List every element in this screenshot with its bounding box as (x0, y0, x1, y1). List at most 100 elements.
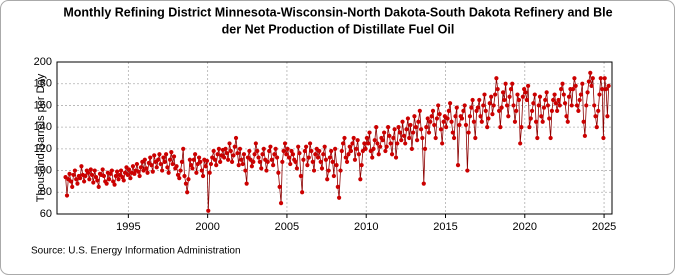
data-point (306, 155, 311, 160)
data-point (522, 87, 527, 92)
x-tick-label: 2010 (354, 221, 378, 233)
data-point (313, 152, 318, 157)
data-point (520, 94, 525, 99)
data-point (271, 163, 276, 168)
data-point (171, 154, 177, 159)
data-point (445, 116, 450, 121)
data-point (347, 144, 352, 149)
data-point (399, 138, 404, 143)
data-point (82, 179, 87, 184)
data-point (189, 163, 194, 168)
data-point (462, 103, 467, 108)
data-point (558, 87, 564, 92)
data-point (483, 108, 488, 113)
data-point (114, 169, 120, 174)
data-point (224, 151, 229, 156)
data-point (284, 152, 289, 157)
data-point (570, 87, 576, 92)
data-point (191, 157, 196, 162)
data-point (508, 87, 514, 92)
data-point (519, 125, 524, 130)
data-point (138, 165, 143, 170)
data-point (429, 114, 434, 119)
data-point (470, 97, 475, 103)
data-point (307, 141, 313, 146)
data-point (430, 108, 436, 113)
data-point (149, 163, 154, 168)
data-point (79, 164, 84, 169)
source-note: Source: U.S. Energy Information Administ… (31, 246, 241, 257)
data-point (606, 83, 611, 88)
data-point (593, 114, 598, 119)
data-point (269, 157, 274, 162)
data-point (499, 105, 504, 110)
data-point (467, 114, 473, 119)
data-point (540, 119, 545, 124)
data-point (403, 141, 408, 146)
x-tick-label: 2015 (433, 221, 457, 233)
data-point (145, 170, 150, 175)
data-point (231, 153, 236, 158)
data-point (343, 155, 348, 160)
data-point (437, 112, 442, 117)
data-point (310, 159, 315, 164)
data-point (581, 119, 586, 124)
data-point (233, 135, 239, 141)
data-point (584, 103, 589, 108)
data-point (335, 184, 340, 189)
data-point (288, 161, 293, 167)
data-point (113, 173, 118, 179)
y-tick-label: 160 (34, 99, 52, 111)
data-point (257, 159, 262, 164)
data-point (75, 181, 80, 186)
data-point (586, 79, 591, 84)
data-point (502, 97, 507, 103)
data-point (327, 155, 333, 160)
data-point (455, 163, 461, 168)
data-point (504, 103, 510, 108)
data-point (486, 116, 491, 121)
data-point (185, 190, 190, 195)
data-point (475, 105, 480, 110)
data-point (602, 76, 607, 81)
data-point (96, 184, 101, 189)
data-point (107, 177, 112, 182)
data-point (421, 181, 426, 186)
data-point (478, 114, 483, 119)
data-point (531, 101, 536, 106)
data-point (251, 159, 256, 164)
data-point (526, 83, 531, 88)
data-point (333, 146, 338, 151)
data-point (163, 152, 169, 157)
data-point (355, 138, 360, 143)
y-tick-label: 120 (34, 143, 52, 155)
data-point (362, 141, 367, 146)
data-point (418, 127, 424, 132)
data-point (523, 90, 528, 95)
data-point (317, 148, 322, 154)
data-point (364, 135, 369, 141)
data-point (374, 125, 379, 130)
data-point (228, 148, 233, 154)
data-point (417, 108, 422, 113)
data-point (134, 161, 140, 167)
data-point (252, 152, 257, 157)
data-point (553, 101, 558, 106)
data-point (401, 133, 407, 138)
data-point (194, 170, 199, 175)
data-point (280, 159, 285, 164)
data-point (166, 170, 171, 175)
data-point (120, 174, 125, 180)
data-point (326, 168, 331, 173)
data-point (359, 163, 364, 168)
data-point (293, 159, 298, 164)
data-point (507, 94, 512, 99)
data-point (572, 76, 577, 81)
data-point (376, 152, 381, 157)
data-point (511, 103, 516, 108)
data-point (450, 130, 455, 135)
data-point (370, 155, 375, 160)
data-point (241, 152, 247, 157)
data-point (495, 87, 500, 92)
